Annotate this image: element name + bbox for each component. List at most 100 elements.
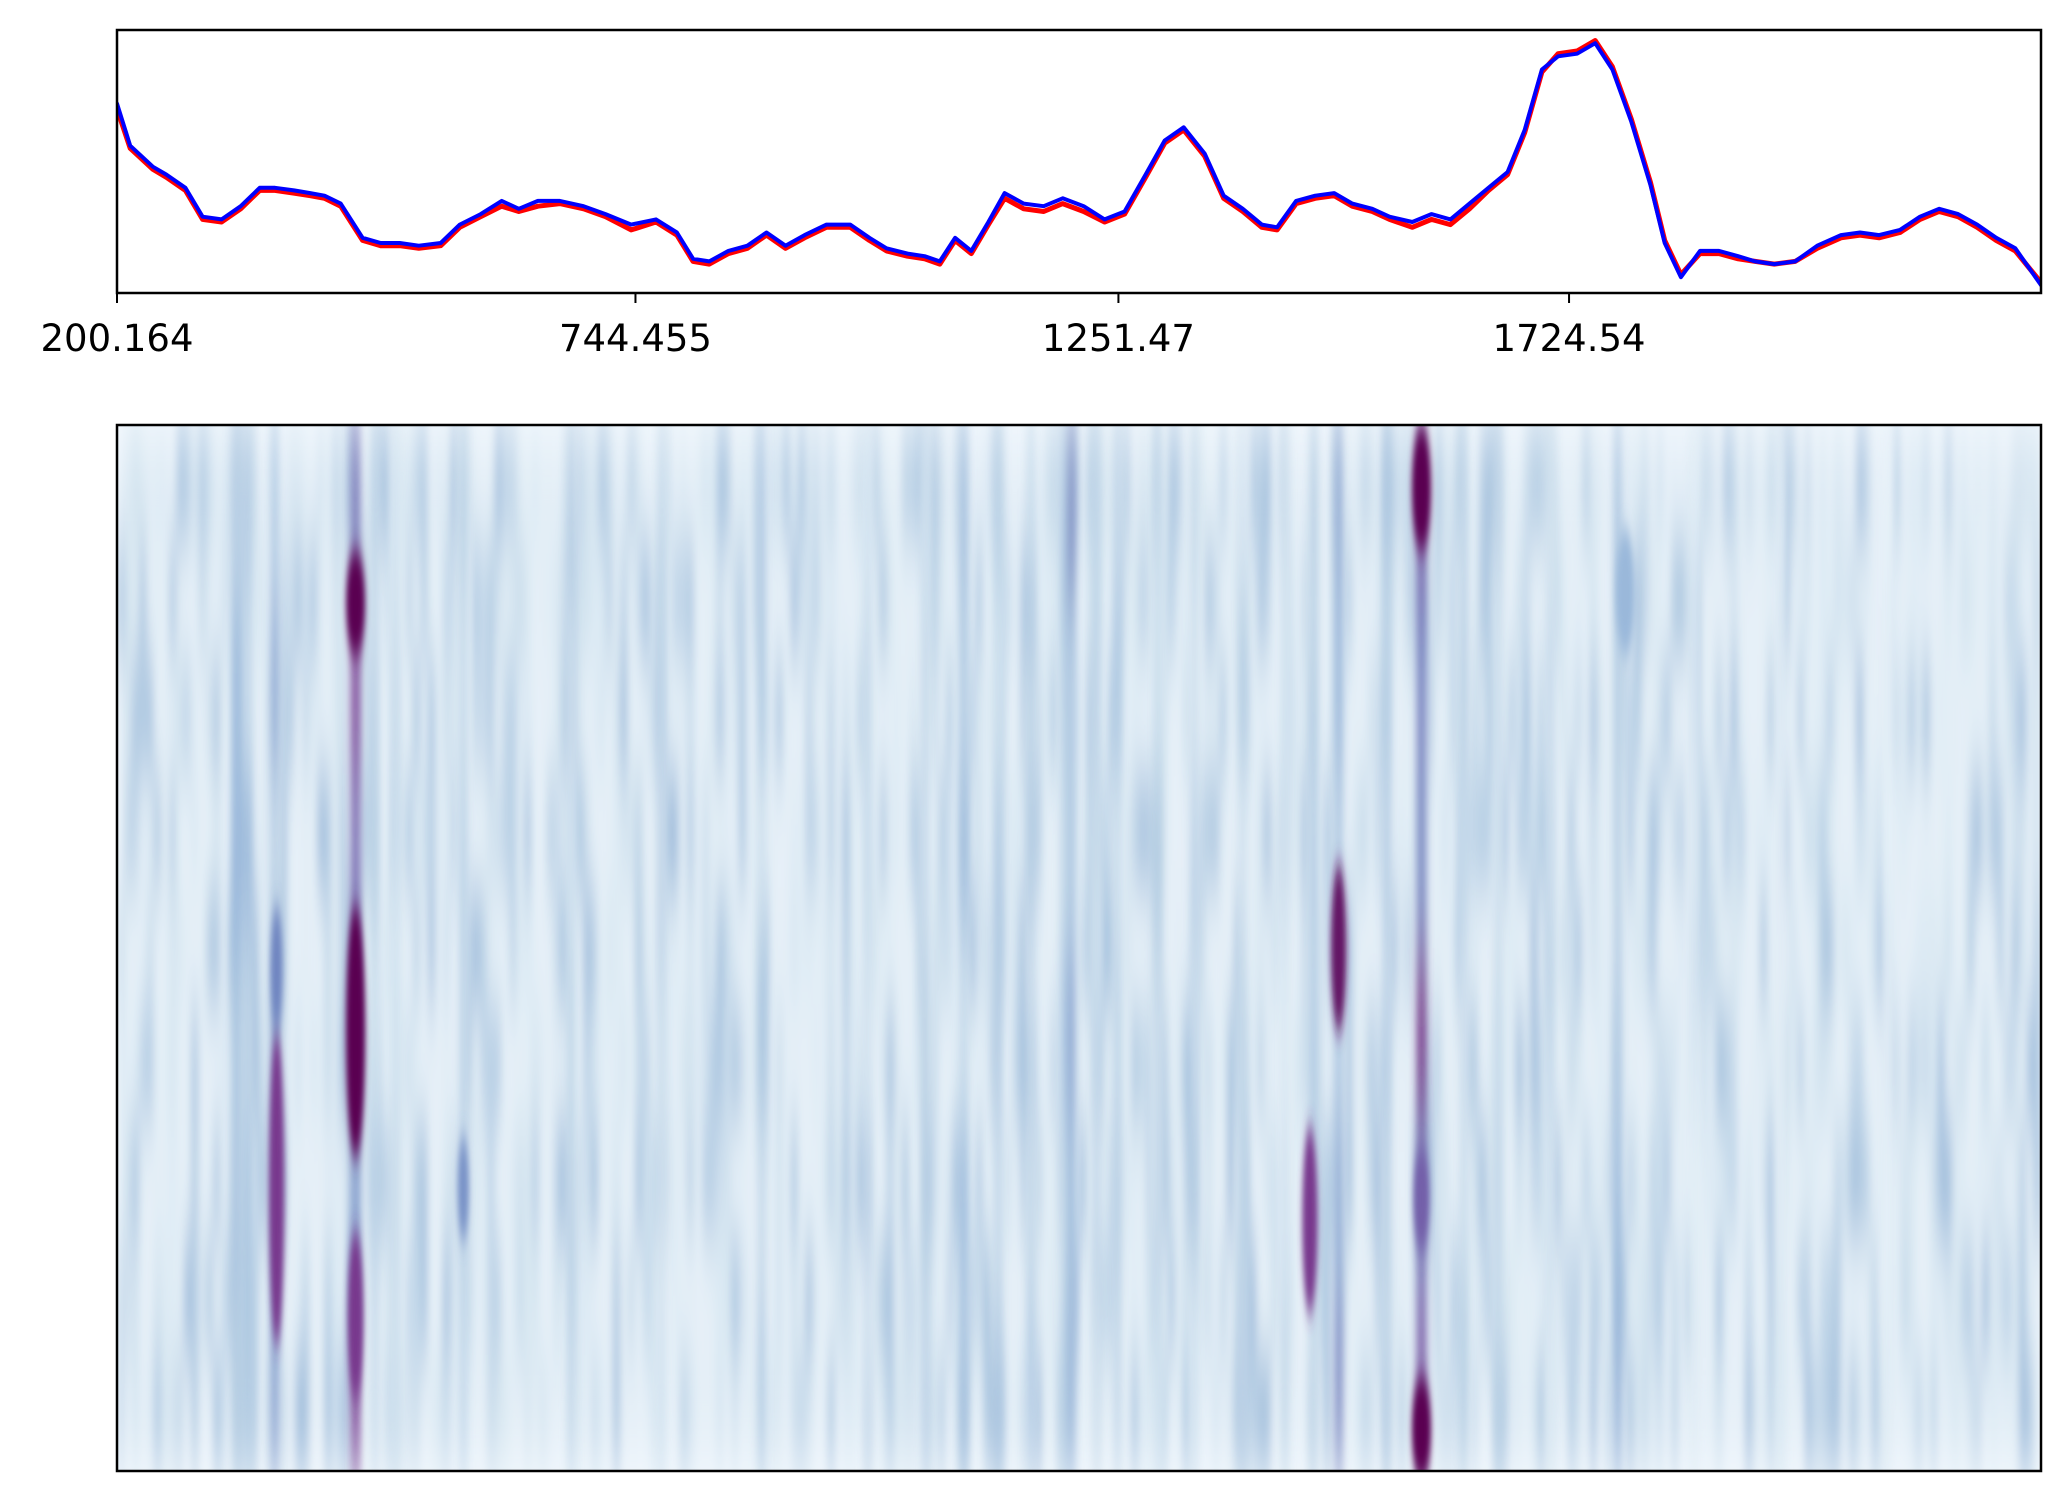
heatmap-cell [287, 1122, 296, 1240]
heatmap-cell [1989, 657, 1998, 775]
heatmap-cell [686, 425, 695, 542]
heatmap-cell [1922, 1238, 1931, 1356]
heatmap-cell [753, 425, 762, 542]
heatmap-cell [1019, 541, 1028, 658]
heatmap-cell [1167, 1238, 1176, 1356]
heatmap-cell [1767, 657, 1776, 775]
heatmap-cell [1589, 425, 1598, 542]
heatmap-cell [1552, 1354, 1561, 1471]
heatmap-cell [1604, 541, 1613, 658]
heatmap-cell [857, 773, 865, 891]
heatmap-cell [805, 1122, 814, 1240]
heatmap-cell [1634, 1354, 1642, 1471]
heatmap-cell [198, 889, 207, 1007]
heatmap-cell [820, 1354, 828, 1471]
heatmap-cell [265, 1122, 273, 1240]
heatmap-band [1190, 1122, 1199, 1298]
heatmap-cell [1782, 889, 1790, 1007]
heatmap-cell [294, 1122, 303, 1240]
heatmap-cell [1604, 657, 1613, 775]
heatmap-cell [575, 1122, 584, 1240]
heatmap-cell [1234, 1006, 1243, 1123]
heatmap-cell [531, 541, 540, 658]
heatmap-cell [339, 889, 347, 1007]
heatmap-cell [686, 657, 695, 775]
heatmap-cell [716, 1122, 725, 1240]
heatmap-cell [627, 657, 636, 775]
heatmap-cell [1656, 541, 1665, 658]
heatmap-cell [168, 541, 177, 658]
heatmap-cell [1944, 1238, 1953, 1356]
heatmap-cell [649, 1354, 658, 1471]
heatmap-cell [834, 889, 843, 1007]
heatmap-hotspot [457, 1136, 470, 1241]
heatmap-cell [1086, 1354, 1095, 1471]
heatmap-cell [1530, 1122, 1539, 1240]
heatmap-cell [1560, 657, 1568, 775]
heatmap-cell [990, 889, 999, 1007]
heatmap-cell [871, 1354, 880, 1471]
heatmap-band [350, 599, 361, 775]
heatmap-cell [805, 541, 814, 658]
heatmap-cell [1197, 1354, 1206, 1471]
heatmap-cell [1079, 773, 1087, 891]
heatmap-cell [1197, 773, 1206, 891]
heatmap-cell [1715, 657, 1724, 775]
heatmap-cell [154, 425, 162, 542]
heatmap-cell [916, 425, 925, 542]
heatmap-cell [1145, 657, 1154, 775]
heatmap-cell [1959, 1006, 1968, 1123]
heatmap-cell [1915, 889, 1924, 1007]
heatmap-cell [1005, 425, 1013, 542]
heatmap-cell [1515, 1006, 1524, 1123]
heatmap-cell [435, 1122, 444, 1240]
heatmap-cell [1537, 1006, 1546, 1123]
heatmap-cell [1330, 1122, 1339, 1240]
heatmap-cell [154, 1238, 162, 1356]
heatmap-band [921, 948, 929, 1124]
heatmap-cell [479, 657, 488, 775]
heatmap-cell [1227, 1006, 1235, 1123]
heatmap-cell [694, 657, 703, 775]
heatmap-cell [324, 1238, 333, 1356]
heatmap-cell [1034, 541, 1043, 658]
heatmap-cell [361, 1122, 370, 1240]
heatmap-cell [827, 1354, 836, 1471]
heatmap-cell [1604, 1354, 1613, 1471]
heatmap-cell [1315, 657, 1324, 775]
heatmap-cell [1856, 889, 1864, 1007]
heatmap-cell [990, 1354, 999, 1471]
heatmap-band [1190, 599, 1199, 775]
heatmap-hotspot [1411, 425, 1432, 551]
heatmap-band [1281, 948, 1289, 1124]
heatmap-cell [1145, 1238, 1154, 1356]
heatmap-cell [1315, 889, 1324, 1007]
heatmap-cell [1323, 889, 1332, 1007]
heatmap-cell [1893, 1122, 1901, 1240]
heatmap-cell [1604, 773, 1613, 891]
heatmap-cell [783, 773, 791, 891]
heatmap-cell [1130, 1354, 1139, 1471]
heatmap-cell [709, 1122, 717, 1240]
heatmap-cell [1789, 425, 1798, 542]
heatmap-cell [198, 425, 207, 542]
heatmap-cell [1796, 1238, 1805, 1356]
heatmap-cell [1996, 425, 2005, 542]
heatmap-cell [1907, 889, 1916, 1007]
heatmap-band [392, 599, 400, 775]
heatmap-cell [1589, 1354, 1598, 1471]
heatmap-cell [1175, 657, 1184, 775]
heatmap-cell [472, 889, 481, 1007]
heatmap-cell [1759, 1122, 1768, 1240]
heatmap-cell [1567, 1238, 1576, 1356]
heatmap-band [1546, 1296, 1555, 1471]
heatmap-cell [605, 1006, 614, 1123]
heatmap-band [1546, 425, 1555, 601]
heatmap-cell [916, 1006, 925, 1123]
heatmap-cell [672, 889, 680, 1007]
heatmap-cell [1005, 1006, 1013, 1123]
heatmap-cell [1937, 1238, 1946, 1356]
heatmap-cell [842, 773, 851, 891]
heatmap-cell [1626, 1238, 1635, 1356]
heatmap-cell [279, 889, 288, 1007]
